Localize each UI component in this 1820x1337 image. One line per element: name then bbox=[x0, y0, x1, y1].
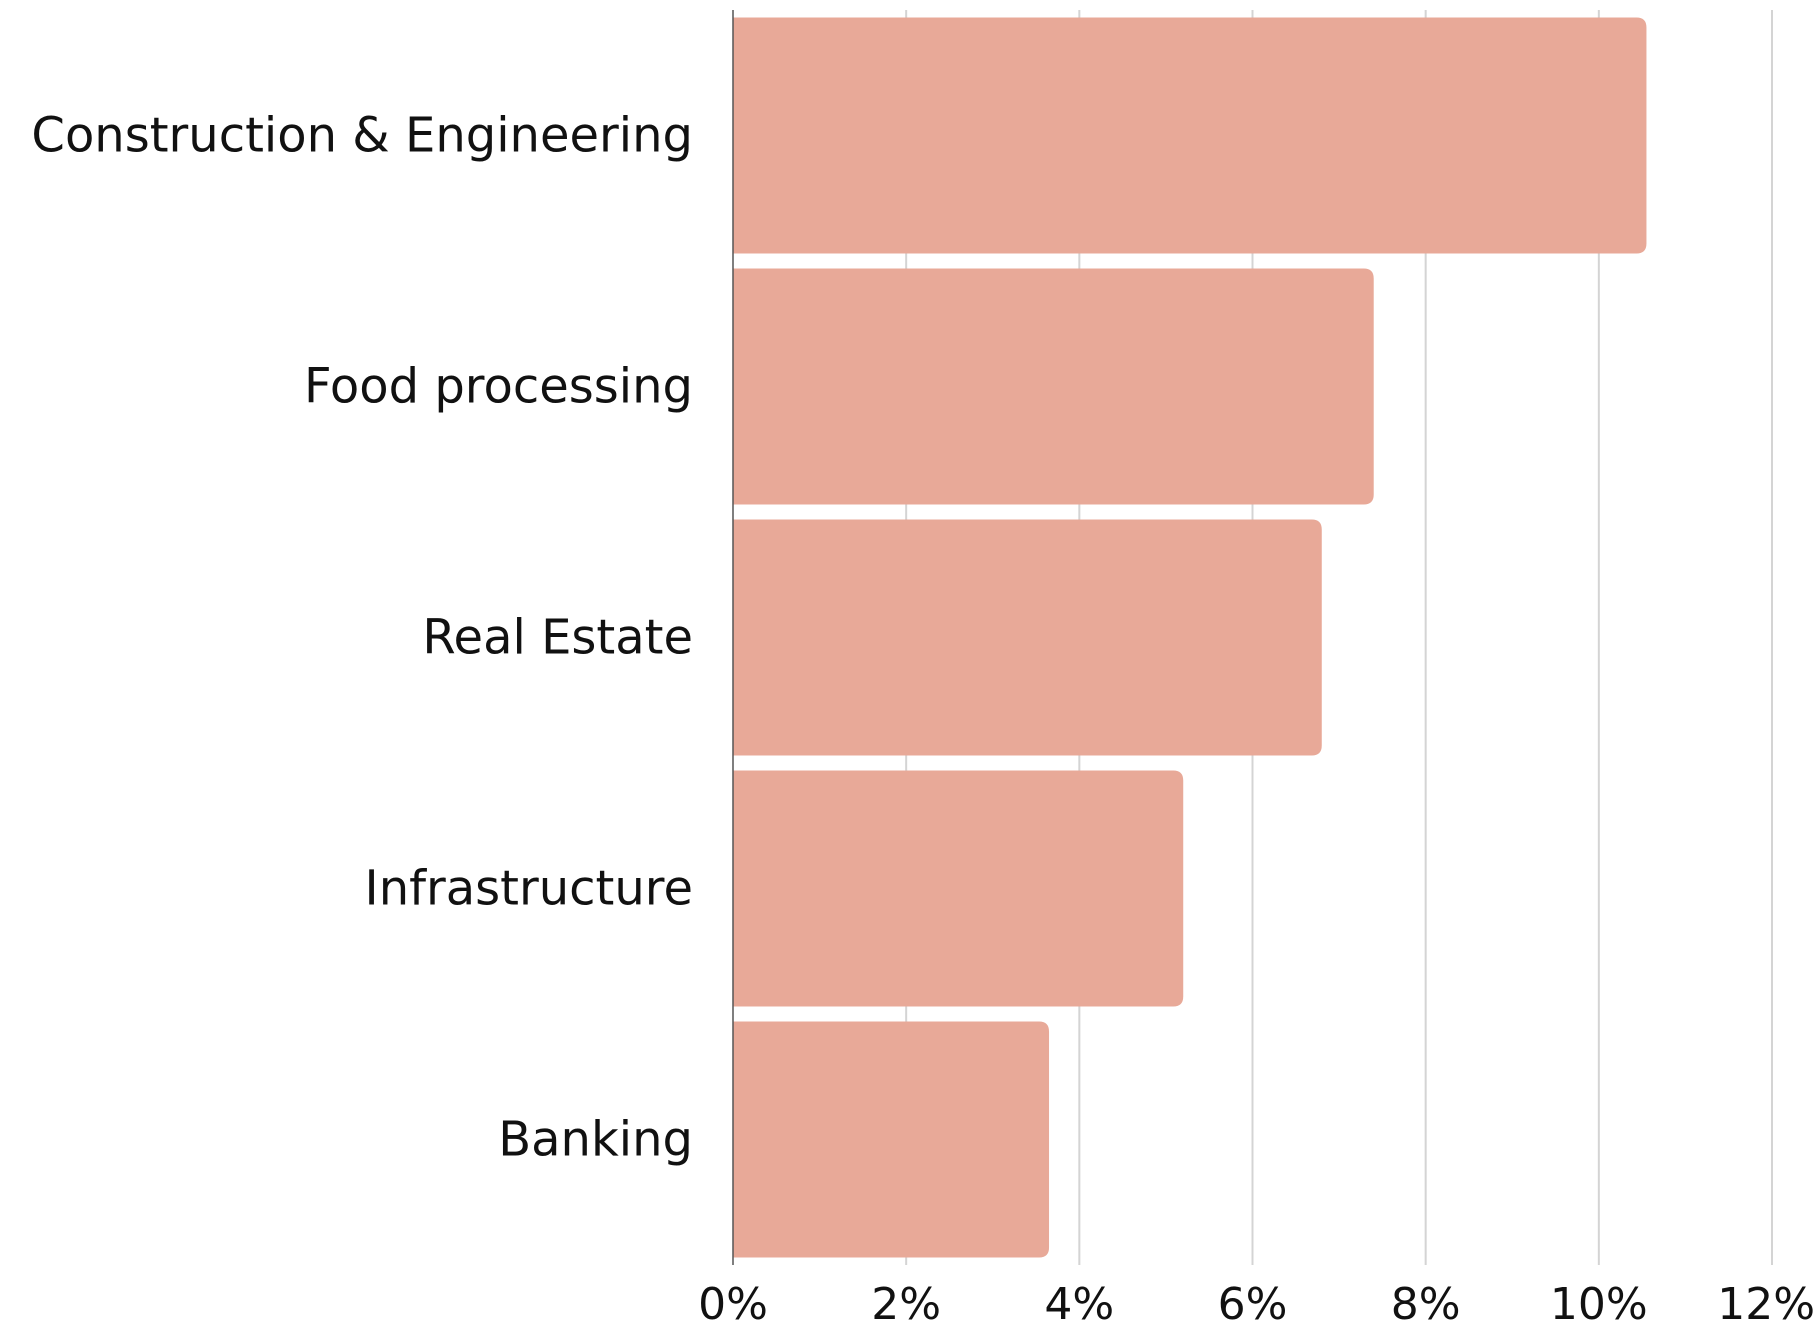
bars bbox=[733, 17, 1647, 1258]
x-tick-label-8: 8% bbox=[1391, 1279, 1461, 1330]
bar-banking bbox=[733, 1021, 1050, 1258]
x-tick-label-12: 12% bbox=[1717, 1279, 1815, 1330]
bar-real-estate bbox=[733, 519, 1322, 756]
x-tick-label-10: 10% bbox=[1550, 1279, 1648, 1330]
category-label-construction-and-engineering: Construction & Engineering bbox=[31, 108, 693, 164]
x-tick-label-0: 0% bbox=[698, 1279, 768, 1330]
x-tick-label-2: 2% bbox=[871, 1279, 941, 1330]
category-labels: Construction & Engineering Food processin… bbox=[31, 108, 693, 1168]
category-label-food-processing: Food processing bbox=[304, 359, 693, 415]
bar-infrastructure bbox=[733, 770, 1184, 1007]
category-label-infrastructure: Infrastructure bbox=[365, 861, 693, 917]
bar-food-processing bbox=[733, 268, 1374, 505]
x-axis-tick-labels: 0% 2% 4% 6% 8% 10% 12% bbox=[698, 1279, 1815, 1330]
x-tick-label-6: 6% bbox=[1218, 1279, 1288, 1330]
category-label-real-estate: Real Estate bbox=[422, 610, 693, 666]
category-label-banking: Banking bbox=[498, 1112, 693, 1168]
x-tick-label-4: 4% bbox=[1044, 1279, 1114, 1330]
bar-construction-and-engineering bbox=[733, 17, 1647, 254]
